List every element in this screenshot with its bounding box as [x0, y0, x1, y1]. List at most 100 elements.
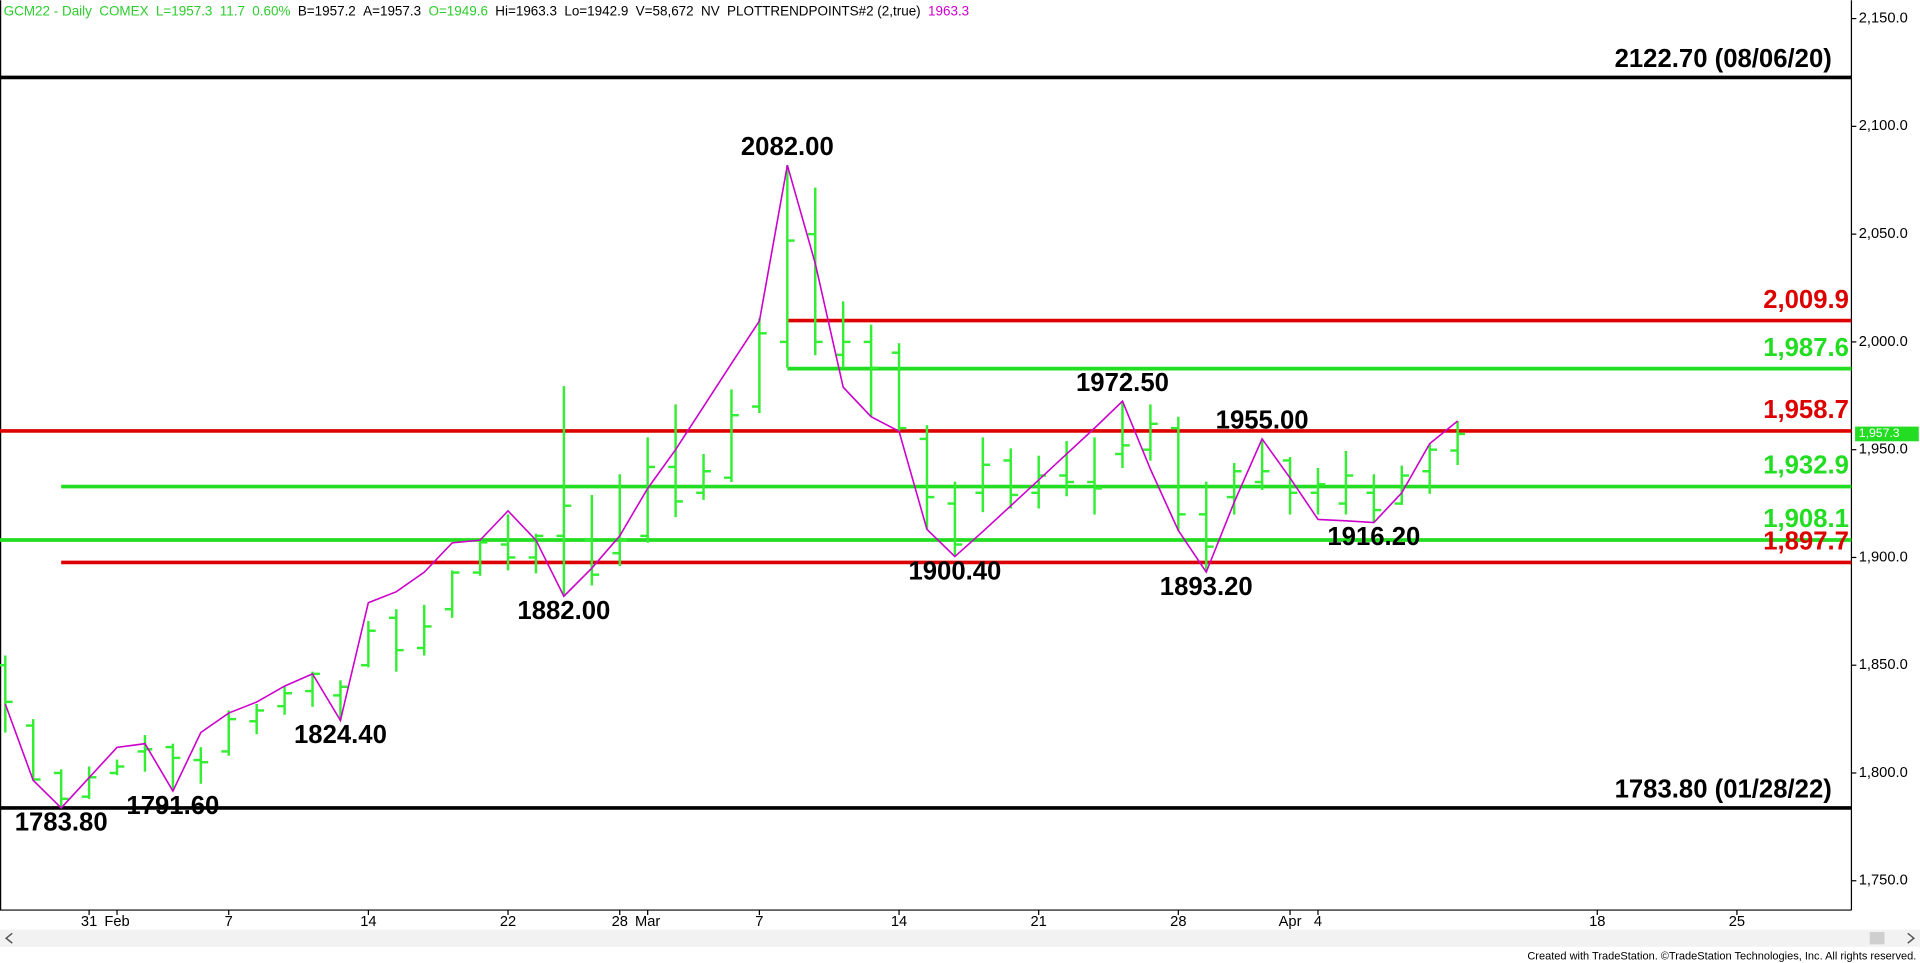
header-field: Lo=1942.9: [564, 3, 628, 18]
header-field: 11.7: [220, 3, 245, 18]
price-bar: [1450, 421, 1465, 465]
price-bar: [724, 389, 739, 483]
price-bar: [1310, 467, 1326, 515]
price-bar: [612, 474, 628, 567]
scrollbar[interactable]: [0, 929, 1920, 947]
header-field: 1963.3: [928, 3, 969, 18]
price-bar: [444, 570, 460, 618]
price-bar: [1338, 450, 1354, 515]
pivot-label: 1900.40: [908, 557, 1001, 585]
price-bar: [472, 539, 488, 576]
pivot-label: 2082.00: [741, 133, 834, 161]
swing-line: [4, 164, 1459, 810]
scroll-right-arrow[interactable]: [1907, 932, 1916, 944]
header-field: A=1957.3: [363, 3, 421, 18]
price-bar: [416, 604, 432, 656]
level-label: 1,897.7: [1763, 528, 1849, 556]
price-bar: [1003, 448, 1019, 509]
pivot-label: 1824.40: [294, 721, 387, 749]
price-bar: [0, 655, 13, 733]
y-tick-label: 1,950.0: [1859, 442, 1908, 458]
price-bar: [1198, 481, 1214, 573]
level-label: 1,958.7: [1763, 396, 1849, 424]
price-bar: [891, 343, 907, 432]
pivot-label: 1893.20: [1160, 573, 1253, 601]
x-tick-label: 7: [225, 914, 233, 930]
level-label: 2122.70 (08/06/20): [1615, 45, 1832, 73]
price-bar: [109, 759, 125, 776]
y-tick-label: 1,900.0: [1859, 549, 1908, 565]
x-tick-label: Apr: [1279, 914, 1302, 930]
footer: Created with TradeStation. ©TradeStation…: [1527, 951, 1916, 963]
y-tick-label: 1,850.0: [1859, 657, 1908, 673]
price-bar: [53, 769, 69, 808]
price-bar: [919, 425, 935, 530]
pivot-label: 1882.00: [517, 597, 610, 625]
x-tick-label: 31: [81, 914, 97, 930]
y-tick-label: 1,750.0: [1859, 873, 1908, 889]
price-bar: [193, 747, 209, 784]
price-bar: [556, 386, 572, 597]
scrollbar-thumb[interactable]: [1869, 932, 1885, 945]
header-field: L=1957.3: [156, 3, 213, 18]
price-bar: [863, 324, 879, 417]
price-bar: [500, 514, 516, 571]
price-bar: [1059, 441, 1074, 497]
y-tick-label: 2,150.0: [1859, 10, 1908, 26]
price-bar: [640, 437, 656, 543]
price-bar: [165, 743, 181, 792]
price-bar: [668, 404, 683, 518]
y-tick-label: 2,050.0: [1859, 226, 1908, 242]
price-bar: [1087, 437, 1102, 515]
price-bar: [1366, 474, 1382, 523]
header-field: PLOTTRENDPOINTS#2 (2,true): [727, 3, 921, 18]
price-bar: [584, 494, 600, 586]
x-tick-label: 18: [1589, 914, 1605, 930]
price-bar: [1226, 463, 1242, 515]
header-field: GCM22 - Daily: [4, 3, 92, 18]
pivot-label: 1916.20: [1327, 523, 1420, 551]
price-bar: [1143, 404, 1158, 461]
price-bar: [1422, 443, 1438, 494]
header: GCM22 - Daily COMEX L=1957.3 11.7 0.60% B=195…: [4, 3, 970, 18]
x-tick-label: 14: [891, 914, 907, 930]
pivot-label: 1791.60: [126, 792, 219, 820]
pivot-label: 1955.00: [1216, 407, 1309, 435]
price-bar: [696, 453, 711, 500]
x-tick-label: 28: [1170, 914, 1186, 930]
y-tick-label: 2,000.0: [1859, 334, 1908, 350]
header-field: O=1949.6: [428, 3, 487, 18]
header-field: V=58,672: [636, 3, 694, 18]
price-bar: [807, 187, 823, 356]
level-label: 1783.80 (01/28/22): [1615, 776, 1832, 804]
price-bar: [25, 719, 41, 781]
price-bar: [975, 437, 991, 513]
pivot-label: 1783.80: [15, 809, 108, 837]
scrollbar-track: [0, 929, 1920, 947]
x-tick-label: 14: [360, 914, 376, 930]
last-price-box: [1855, 426, 1919, 442]
scroll-left-arrow[interactable]: [4, 932, 13, 944]
price-bar: [1254, 438, 1270, 490]
price-bar: [1115, 401, 1130, 468]
header-field: NV: [701, 3, 720, 18]
price-bar: [947, 481, 963, 557]
level-label: 1,932.9: [1763, 452, 1849, 480]
x-tick-label: 22: [500, 914, 516, 930]
pivot-label: 1972.50: [1076, 369, 1169, 397]
level-label: 1,908.1: [1763, 505, 1849, 533]
x-tick-label: 28: [612, 914, 628, 930]
y-tick-label: 2,100.0: [1859, 118, 1908, 134]
level-label: 2,009.9: [1763, 286, 1849, 314]
x-tick-label: 21: [1031, 914, 1047, 930]
x-tick-label: Feb: [104, 914, 129, 930]
price-bar: [1282, 457, 1298, 515]
price-bar: [779, 165, 795, 368]
price-bar: [361, 621, 376, 668]
last-price-label: 1,957.3: [1859, 426, 1900, 440]
price-bar: [333, 680, 348, 721]
x-tick-label: 25: [1729, 914, 1745, 930]
price-bar: [1170, 416, 1186, 531]
